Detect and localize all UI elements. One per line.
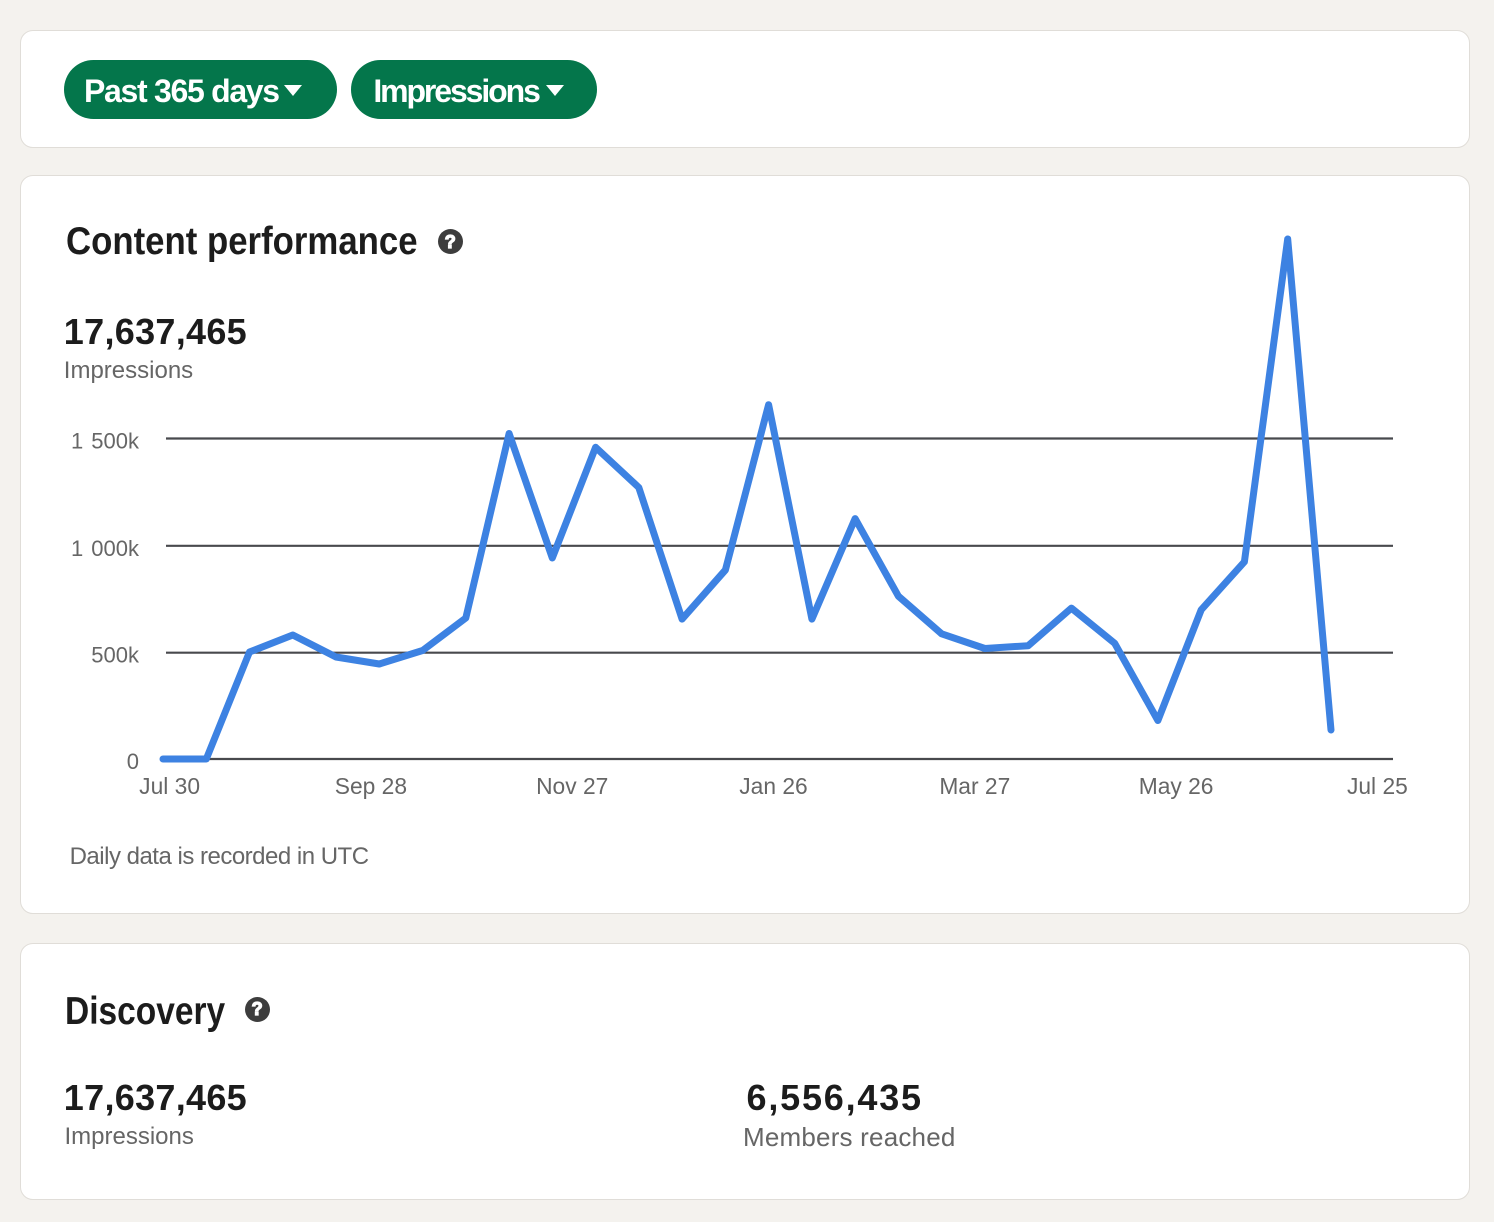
svg-text:500k: 500k [91, 643, 140, 668]
svg-text:Jul 25: Jul 25 [1347, 773, 1408, 799]
svg-text:Sep 28: Sep 28 [335, 773, 407, 799]
svg-text:1 500k: 1 500k [71, 429, 140, 454]
svg-text:Jan 26: Jan 26 [739, 773, 807, 799]
svg-text:1 000k: 1 000k [71, 536, 140, 561]
svg-text:May 26: May 26 [1139, 773, 1214, 799]
svg-text:Jul 30: Jul 30 [139, 773, 200, 799]
svg-text:0: 0 [127, 749, 139, 774]
svg-text:Nov 27: Nov 27 [536, 773, 608, 799]
svg-text:Mar 27: Mar 27 [939, 773, 1010, 799]
